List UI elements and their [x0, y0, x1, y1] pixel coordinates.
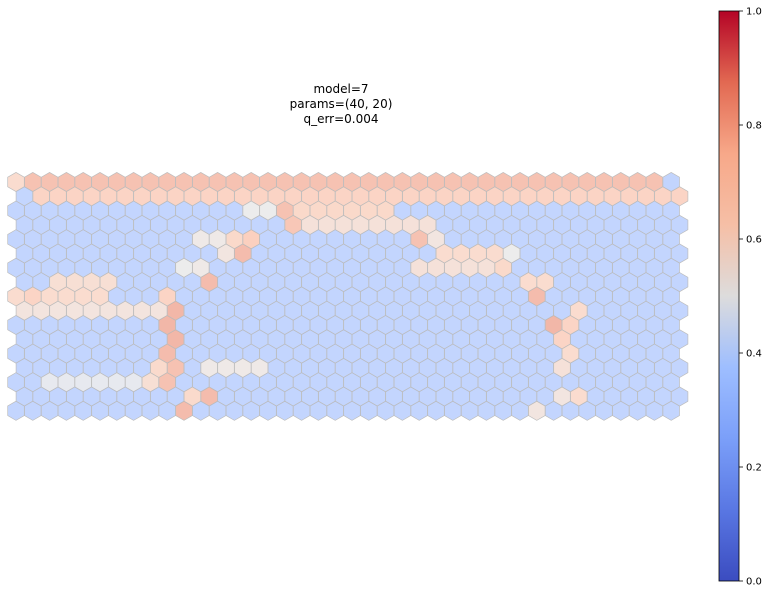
chart-title: model=7 params=(40, 20) q_err=0.004	[290, 82, 393, 126]
colorbar-ticks: 0.0 0.2 0.4 0.6 0.8 1.0	[739, 7, 762, 588]
colorbar: 0.0 0.2 0.4 0.6 0.8 1.0	[718, 7, 762, 588]
title-line-qerr: q_err=0.004	[303, 112, 378, 126]
colorbar-gradient	[718, 10, 740, 582]
colorbar-tick-label: 0.6	[746, 235, 762, 246]
colorbar-tick-label: 0.4	[746, 349, 762, 360]
colorbar-tick-label: 0.0	[746, 577, 762, 588]
colorbar-tick-label: 0.8	[746, 121, 762, 132]
colorbar-tick-label: 0.2	[746, 463, 762, 474]
title-line-model: model=7	[313, 82, 368, 96]
hex-cell	[662, 400, 680, 421]
colorbar-tick-label: 1.0	[746, 7, 762, 18]
title-line-params: params=(40, 20)	[290, 97, 393, 111]
hexagon-grid	[7, 171, 689, 421]
